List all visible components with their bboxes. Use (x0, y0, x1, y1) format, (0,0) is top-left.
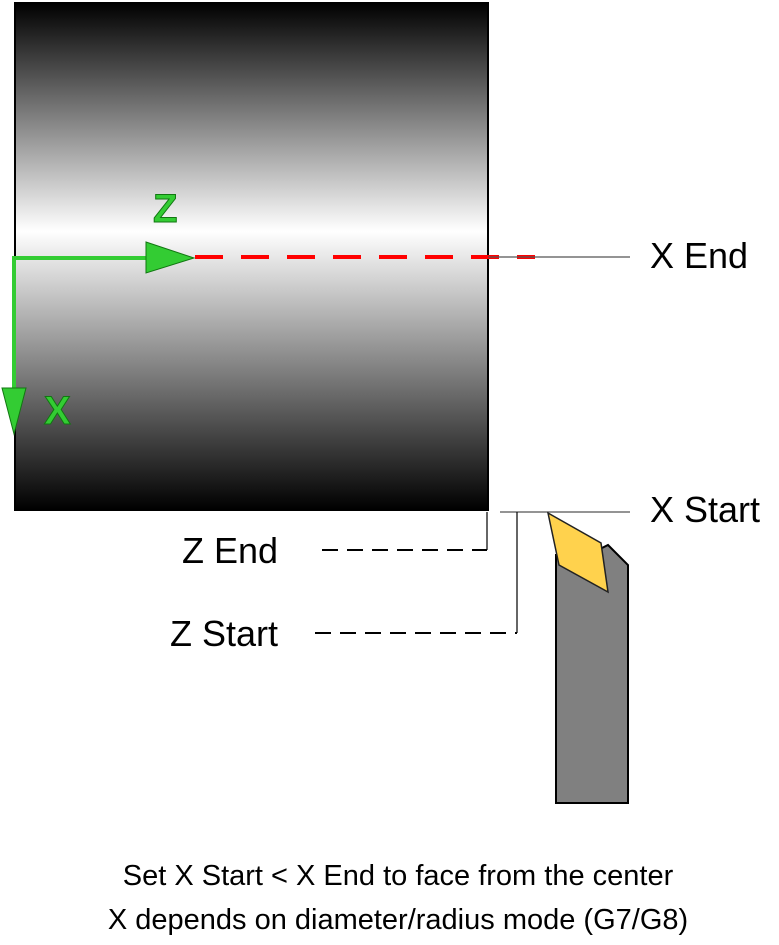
cutting-tool (546, 511, 629, 804)
z-axis-label: Z (153, 187, 177, 231)
z-axis-arrowhead (145, 241, 196, 274)
axis-indicator: Z X (1, 187, 196, 436)
caption-line-1: Set X Start < X End to face from the cen… (123, 860, 674, 892)
tool-insert (546, 511, 609, 594)
x-end-label: X End (650, 235, 748, 276)
caption-line-2: X depends on diameter/radius mode (G7/G8… (108, 904, 688, 936)
x-axis-label: X (44, 389, 71, 433)
z-end-label: Z End (182, 530, 278, 571)
z-start-label: Z Start (170, 613, 278, 654)
x-axis-arrowhead (1, 387, 27, 436)
x-start-label: X Start (650, 489, 760, 530)
